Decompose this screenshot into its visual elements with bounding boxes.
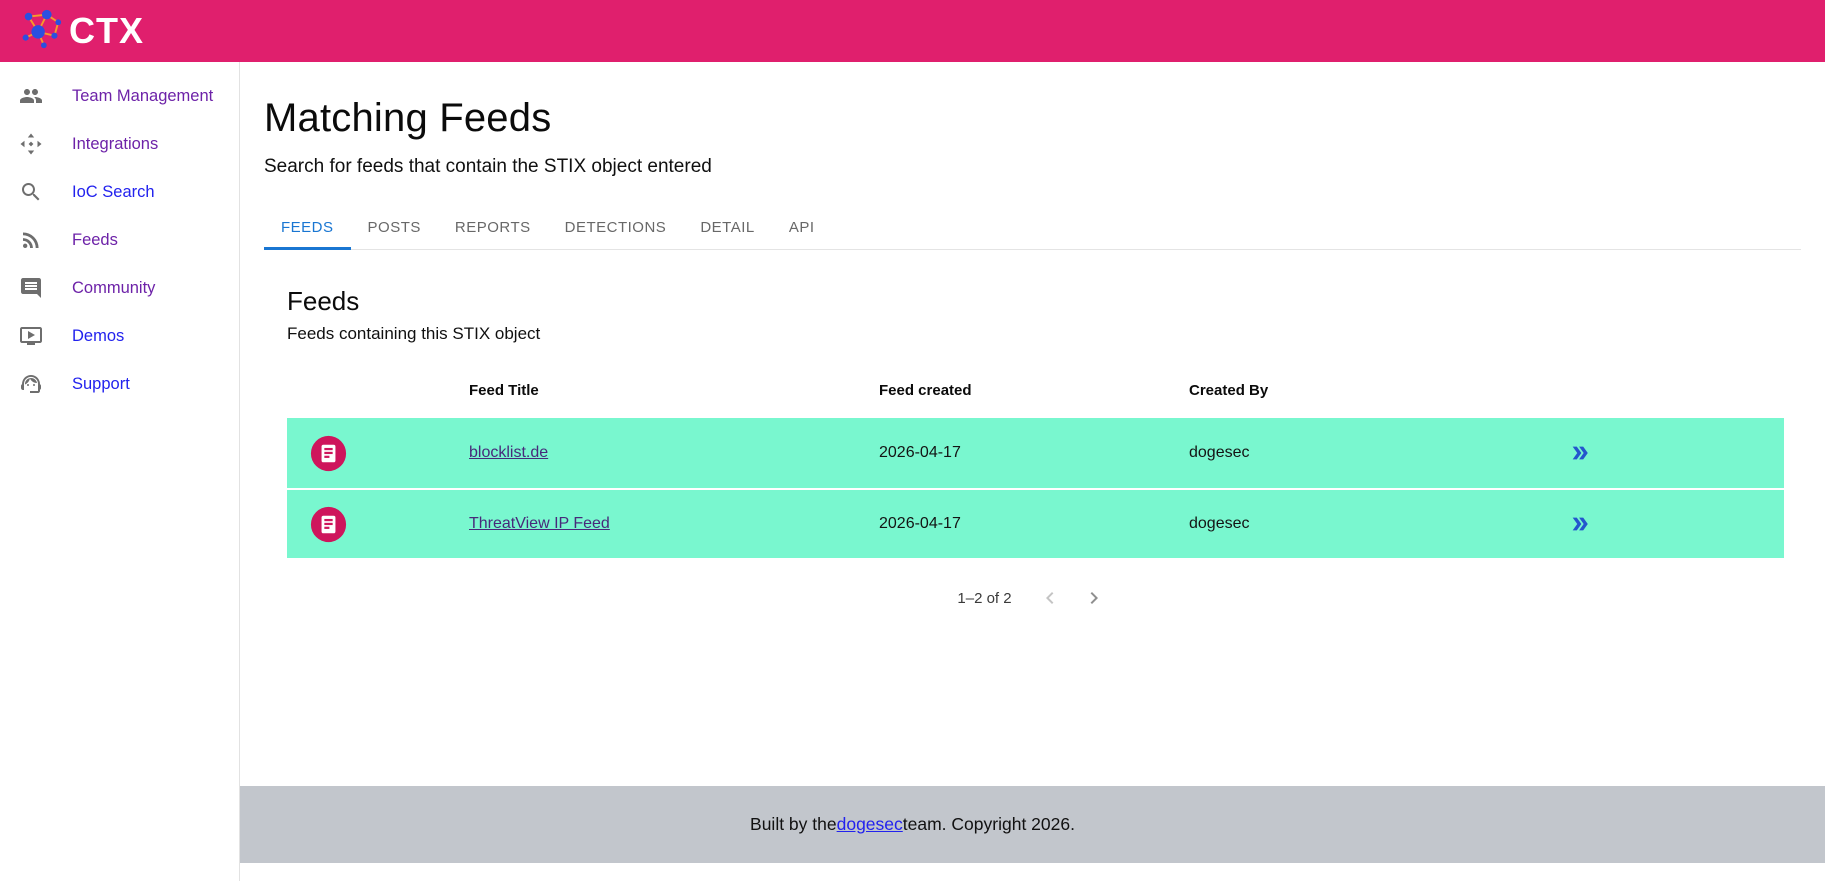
sidebar-item-label: Demos xyxy=(72,326,125,345)
feed-avatar xyxy=(287,435,453,472)
pagination-range-label: 1–2 of 2 xyxy=(957,589,1012,607)
network-graph-icon xyxy=(18,6,64,57)
sidebar-item-support[interactable]: Support xyxy=(0,360,239,408)
column-header-feed-title: Feed Title xyxy=(469,381,539,399)
video-display-icon xyxy=(19,324,43,348)
sidebar-item-feeds[interactable]: Feeds xyxy=(0,216,239,264)
rss-icon xyxy=(19,228,43,252)
open-feed-button[interactable] xyxy=(1565,438,1595,468)
feed-created-cell: 2026-04-17 xyxy=(879,444,961,461)
sidebar-item-team-management[interactable]: Team Management xyxy=(0,72,239,120)
tab-feeds[interactable]: FEEDS xyxy=(264,205,351,250)
feed-created-cell: 2026-04-17 xyxy=(879,515,961,532)
column-header-feed-created: Feed created xyxy=(879,381,972,399)
table-header-row: Feed Title Feed created Created By xyxy=(287,362,1784,418)
logo-text: CTX xyxy=(69,10,144,51)
previous-page-button[interactable] xyxy=(1030,578,1070,618)
move-arrows-icon xyxy=(19,132,43,156)
tab-detail[interactable]: DETAIL xyxy=(683,205,771,249)
double-arrow-icon xyxy=(1572,517,1588,531)
sidebar-item-integrations[interactable]: Integrations xyxy=(0,120,239,168)
feed-avatar xyxy=(287,506,453,543)
sidebar-item-label: IoC Search xyxy=(72,182,155,201)
sidebar: Team Management Integrations IoC Search xyxy=(0,62,240,881)
section-title: Feeds xyxy=(287,286,360,316)
sidebar-item-community[interactable]: Community xyxy=(0,264,239,312)
main-content: Matching Feeds Search for feeds that con… xyxy=(240,62,1825,618)
tab-bar: FEEDS POSTS REPORTS DETECTIONS DETAIL AP… xyxy=(264,205,1801,250)
feed-title-link[interactable]: ThreatView IP Feed xyxy=(469,515,610,532)
page-footer: Built by the dogesec team. Copyright 202… xyxy=(240,786,1825,863)
chevron-left-icon xyxy=(1045,592,1054,604)
feeds-section: Feeds Feeds containing this STIX object … xyxy=(264,286,1801,618)
created-by-cell: dogesec xyxy=(1189,444,1250,461)
article-icon xyxy=(310,435,347,471)
table-row: ThreatView IP Feed 2026-04-17 dogesec xyxy=(287,488,1784,558)
page-subtitle: Search for feeds that contain the STIX o… xyxy=(264,156,712,177)
feed-title-link[interactable]: blocklist.de xyxy=(469,444,549,461)
tab-detections[interactable]: DETECTIONS xyxy=(548,205,684,249)
sidebar-item-label: Support xyxy=(72,374,130,393)
sidebar-item-label: Community xyxy=(72,278,156,297)
next-page-button[interactable] xyxy=(1074,578,1114,618)
sidebar-item-ioc-search[interactable]: IoC Search xyxy=(0,168,239,216)
search-icon xyxy=(19,180,43,204)
double-arrow-icon xyxy=(1572,446,1588,460)
people-icon xyxy=(19,84,43,108)
sidebar-item-label: Integrations xyxy=(72,134,159,153)
section-subtitle: Feeds containing this STIX object xyxy=(287,324,541,343)
headset-icon xyxy=(19,372,43,396)
open-feed-button[interactable] xyxy=(1565,509,1595,539)
tab-api[interactable]: API xyxy=(772,205,832,249)
feeds-table: Feed Title Feed created Created By xyxy=(287,362,1784,558)
dogesec-link[interactable]: dogesec xyxy=(836,814,903,834)
footer-text-after: team. Copyright 2026. xyxy=(902,814,1075,834)
sidebar-item-demos[interactable]: Demos xyxy=(0,312,239,360)
tab-posts[interactable]: POSTS xyxy=(351,205,438,249)
created-by-cell: dogesec xyxy=(1189,515,1250,532)
table-pagination: 1–2 of 2 xyxy=(287,578,1784,618)
column-header-created-by: Created By xyxy=(1189,381,1269,399)
article-icon xyxy=(310,506,347,542)
sidebar-item-label: Feeds xyxy=(72,230,118,249)
table-row: blocklist.de 2026-04-17 dogesec xyxy=(287,418,1784,488)
comment-icon xyxy=(19,276,43,300)
chevron-right-icon xyxy=(1090,592,1098,604)
sidebar-item-label: Team Management xyxy=(72,86,214,105)
page-title: Matching Feeds xyxy=(264,96,552,140)
app-header: CTX xyxy=(0,0,1825,62)
footer-text-before: Built by the xyxy=(750,814,837,834)
tab-reports[interactable]: REPORTS xyxy=(438,205,548,249)
ctx-logo[interactable]: CTX xyxy=(18,6,144,57)
